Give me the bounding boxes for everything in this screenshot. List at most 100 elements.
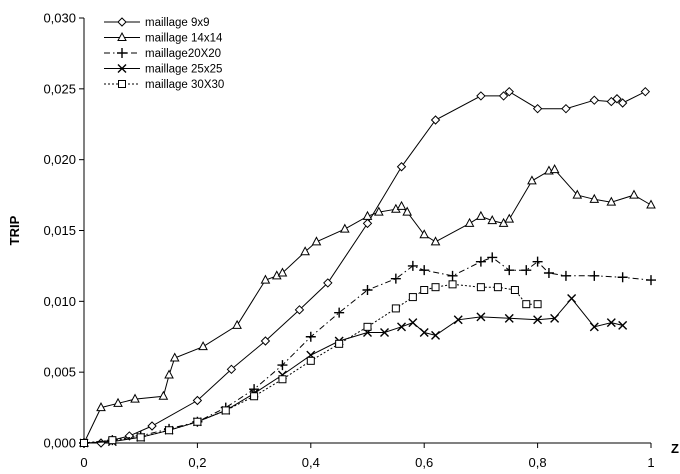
data-point: [148, 422, 156, 430]
data-point: [364, 219, 372, 227]
data-point: [363, 285, 373, 295]
y-tick-label: 0,030: [43, 11, 76, 26]
series-5: [81, 281, 542, 447]
x-tick-label: 1: [647, 455, 654, 470]
data-point: [561, 271, 571, 281]
axes: 0,000 0,005 0,010 0,015 0,020 0,025 0,030 0 0,2 0…: [7, 11, 679, 471]
data-point: [419, 265, 429, 275]
data-point: [81, 440, 88, 447]
data-point: [477, 212, 485, 220]
data-point: [533, 257, 543, 267]
series-1: [80, 88, 649, 447]
y-axis-title: TRIP: [7, 215, 22, 245]
data-point: [408, 261, 418, 271]
data-point: [432, 284, 439, 291]
legend-label: maillage 14x14: [145, 33, 223, 45]
series-line: [84, 170, 651, 443]
data-point: [233, 321, 241, 329]
data-point: [646, 275, 656, 285]
data-point: [589, 271, 599, 281]
data-point: [222, 407, 229, 414]
data-point: [159, 392, 167, 400]
data-point: [109, 437, 116, 444]
data-point: [647, 201, 655, 209]
x-axis-title: Z: [671, 441, 679, 456]
data-point: [194, 418, 201, 425]
data-point: [420, 329, 428, 337]
x-tick-label: 0,4: [302, 455, 320, 470]
legend-label: maillage 9x9: [145, 17, 210, 29]
legend-label: maillage 25x25: [145, 64, 222, 76]
data-point: [391, 274, 401, 284]
data-point: [477, 284, 484, 291]
data-point: [521, 265, 531, 275]
legend-marker: [118, 33, 126, 41]
y-tick-label: 0,025: [43, 81, 76, 96]
data-point: [421, 287, 428, 294]
data-point: [97, 439, 105, 447]
data-point: [607, 319, 615, 327]
y-tick-label: 0,005: [43, 365, 76, 380]
legend-label: maillage20X20: [145, 48, 221, 60]
legend-entry: maillage 9x9: [104, 17, 210, 29]
data-point: [476, 257, 486, 267]
data-point: [618, 272, 628, 282]
data-point: [398, 202, 406, 210]
series-line: [84, 92, 645, 443]
legend-entry: maillage20X20: [104, 48, 221, 60]
series-2: [80, 165, 655, 446]
legend-marker: [118, 18, 126, 26]
data-point: [432, 331, 440, 339]
x-tick-label: 0,6: [415, 455, 433, 470]
data-point: [279, 376, 286, 383]
data-point: [477, 92, 485, 100]
data-point: [511, 287, 518, 294]
data-point: [199, 342, 207, 350]
data-point: [487, 252, 497, 262]
data-point: [568, 295, 576, 303]
y-tick-label: 0,020: [43, 152, 76, 167]
data-point: [251, 393, 258, 400]
data-point: [301, 247, 309, 255]
data-point: [341, 225, 349, 233]
x-tick-label: 0,2: [188, 455, 206, 470]
data-point: [534, 301, 541, 308]
data-point: [505, 215, 513, 223]
data-point: [307, 357, 314, 364]
data-point: [641, 88, 649, 96]
data-point: [551, 165, 559, 173]
x-tick-label: 0: [80, 455, 87, 470]
legend-entry: maillage 25x25: [104, 64, 222, 76]
data-point: [364, 323, 371, 330]
data-point: [590, 96, 598, 104]
data-point: [523, 301, 530, 308]
x-tick-label: 0,8: [529, 455, 547, 470]
y-tick-label: 0,015: [43, 223, 76, 238]
data-point: [466, 219, 474, 227]
data-point: [590, 323, 598, 331]
legend: maillage 9x9 maillage 14x14 maillage20X20 m…: [104, 17, 224, 91]
data-point: [562, 105, 570, 113]
series-line: [84, 299, 623, 444]
data-point: [534, 105, 542, 113]
legend-marker: [119, 81, 126, 88]
data-point: [504, 265, 514, 275]
data-point: [137, 434, 144, 441]
data-point: [448, 271, 458, 281]
legend-label: maillage 30X30: [145, 79, 224, 91]
series-4: [80, 295, 627, 448]
series-layer: [79, 88, 656, 448]
data-point: [432, 116, 440, 124]
data-point: [165, 371, 173, 379]
legend-entry: maillage 30X30: [104, 79, 224, 91]
data-point: [278, 269, 286, 277]
data-point: [619, 321, 627, 329]
data-point: [449, 281, 456, 288]
data-point: [432, 237, 440, 245]
data-point: [166, 427, 173, 434]
data-point: [409, 294, 416, 301]
legend-entry: maillage 14x14: [104, 33, 223, 45]
data-point: [336, 340, 343, 347]
data-point: [494, 284, 501, 291]
